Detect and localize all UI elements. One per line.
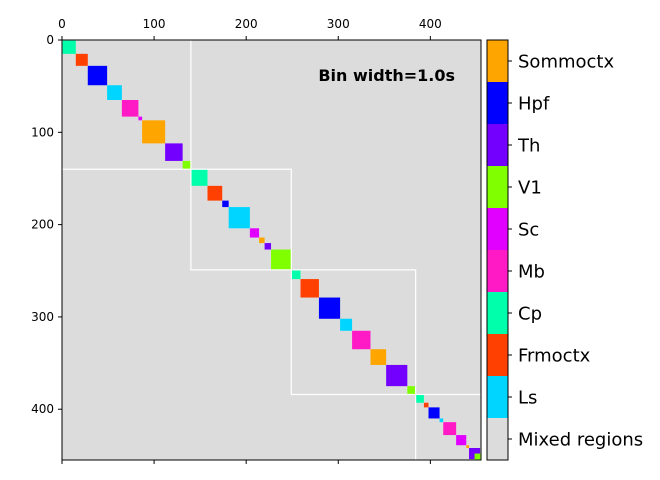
block-sc-5 [138,116,143,121]
colorbar-swatch-mixed-regions [487,418,508,460]
y-tick-label-0: 0 [46,33,54,47]
block-th-7 [165,143,183,161]
session-box-1 [190,168,292,271]
block-ls-3 [107,85,122,100]
block-th-15 [264,243,272,250]
colorbar-swatch-mb [487,250,508,292]
colorbar-swatch-sc [487,208,508,250]
colorbar-swatch-sommoctx [487,40,508,82]
plot-frame [61,39,482,461]
colorbar-swatch-hpf [487,82,508,124]
block-frmoctx-26 [423,402,429,408]
block-frmoctx-18 [300,279,319,298]
y-axis: 0 100 200 300 400 [31,33,62,416]
block-cp-25 [415,394,424,403]
colorbar-label-hpf: Hpf [518,94,550,115]
block-sommoctx-22 [370,349,387,365]
x-tick-label-100: 100 [143,17,166,31]
x-tick-label-0: 0 [58,17,66,31]
block-v1-24 [407,386,416,395]
heatmap [62,40,481,460]
block-hpf-19 [318,297,341,319]
x-tick-label-400: 400 [419,17,442,31]
colorbar-label-mb: Mb [518,262,545,283]
block-v1-8 [182,160,191,170]
y-tick-label-100: 100 [31,125,54,139]
colorbar-swatch-v1 [487,166,508,208]
colorbar: Sommoctx Hpf Th V1 Sc Mb Cp Frmoctx Ls Mixed regi… [486,39,643,461]
colorbar-label-sommoctx: Sommoctx [518,52,614,73]
block-frmoctx-10 [207,185,223,201]
block-ls-20 [340,318,353,331]
colorbar-label-v1: V1 [518,178,542,199]
session-box-2 [290,269,417,396]
x-tick-label-200: 200 [235,17,258,31]
colorbar-label-sc: Sc [518,220,539,241]
block-mb-21 [352,330,371,350]
block-mb-4 [121,100,139,117]
block-v1-16 [271,249,292,270]
colorbar-label-th: Th [517,136,540,157]
block-cp-9 [190,169,208,186]
block-cp-17 [291,269,301,280]
colorbar-label-cp: Cp [518,304,542,325]
block-ls-28 [439,418,444,423]
colorbar-label-mixed-regions: Mixed regions [518,430,643,451]
block-sc-30 [456,435,467,446]
bin-width-annotation: Bin width=1.0s [318,66,455,85]
block-th-23 [386,364,408,387]
block-ls-12 [228,207,250,229]
x-axis: 0 100 200 300 400 [58,17,442,464]
block-sommoctx-6 [142,120,166,144]
colorbar-swatch-ls [487,376,508,418]
y-tick-label-400: 400 [31,402,54,416]
block-v1-33 [474,453,481,460]
colorbar-label-frmoctx: Frmoctx [518,346,591,367]
x-tick-label-300: 300 [327,17,350,31]
colorbar-swatch-th [487,124,508,166]
colorbar-swatch-frmoctx [487,334,508,376]
y-tick-label-200: 200 [31,218,54,232]
block-hpf-11 [222,200,229,208]
block-frmoctx-1 [75,53,88,66]
block-mb-29 [443,422,457,436]
block-sc-13 [249,228,260,238]
block-hpf-2 [87,65,108,86]
colorbar-swatch-cp [487,292,508,334]
y-tick-label-300: 300 [31,310,54,324]
block-sommoctx-14 [259,237,265,244]
block-sommoctx-31 [466,445,470,448]
colorbar-frame [486,39,509,461]
colorbar-label-ls: Ls [518,388,537,409]
block-hpf-27 [428,407,440,419]
block-cp-0 [62,40,76,54]
